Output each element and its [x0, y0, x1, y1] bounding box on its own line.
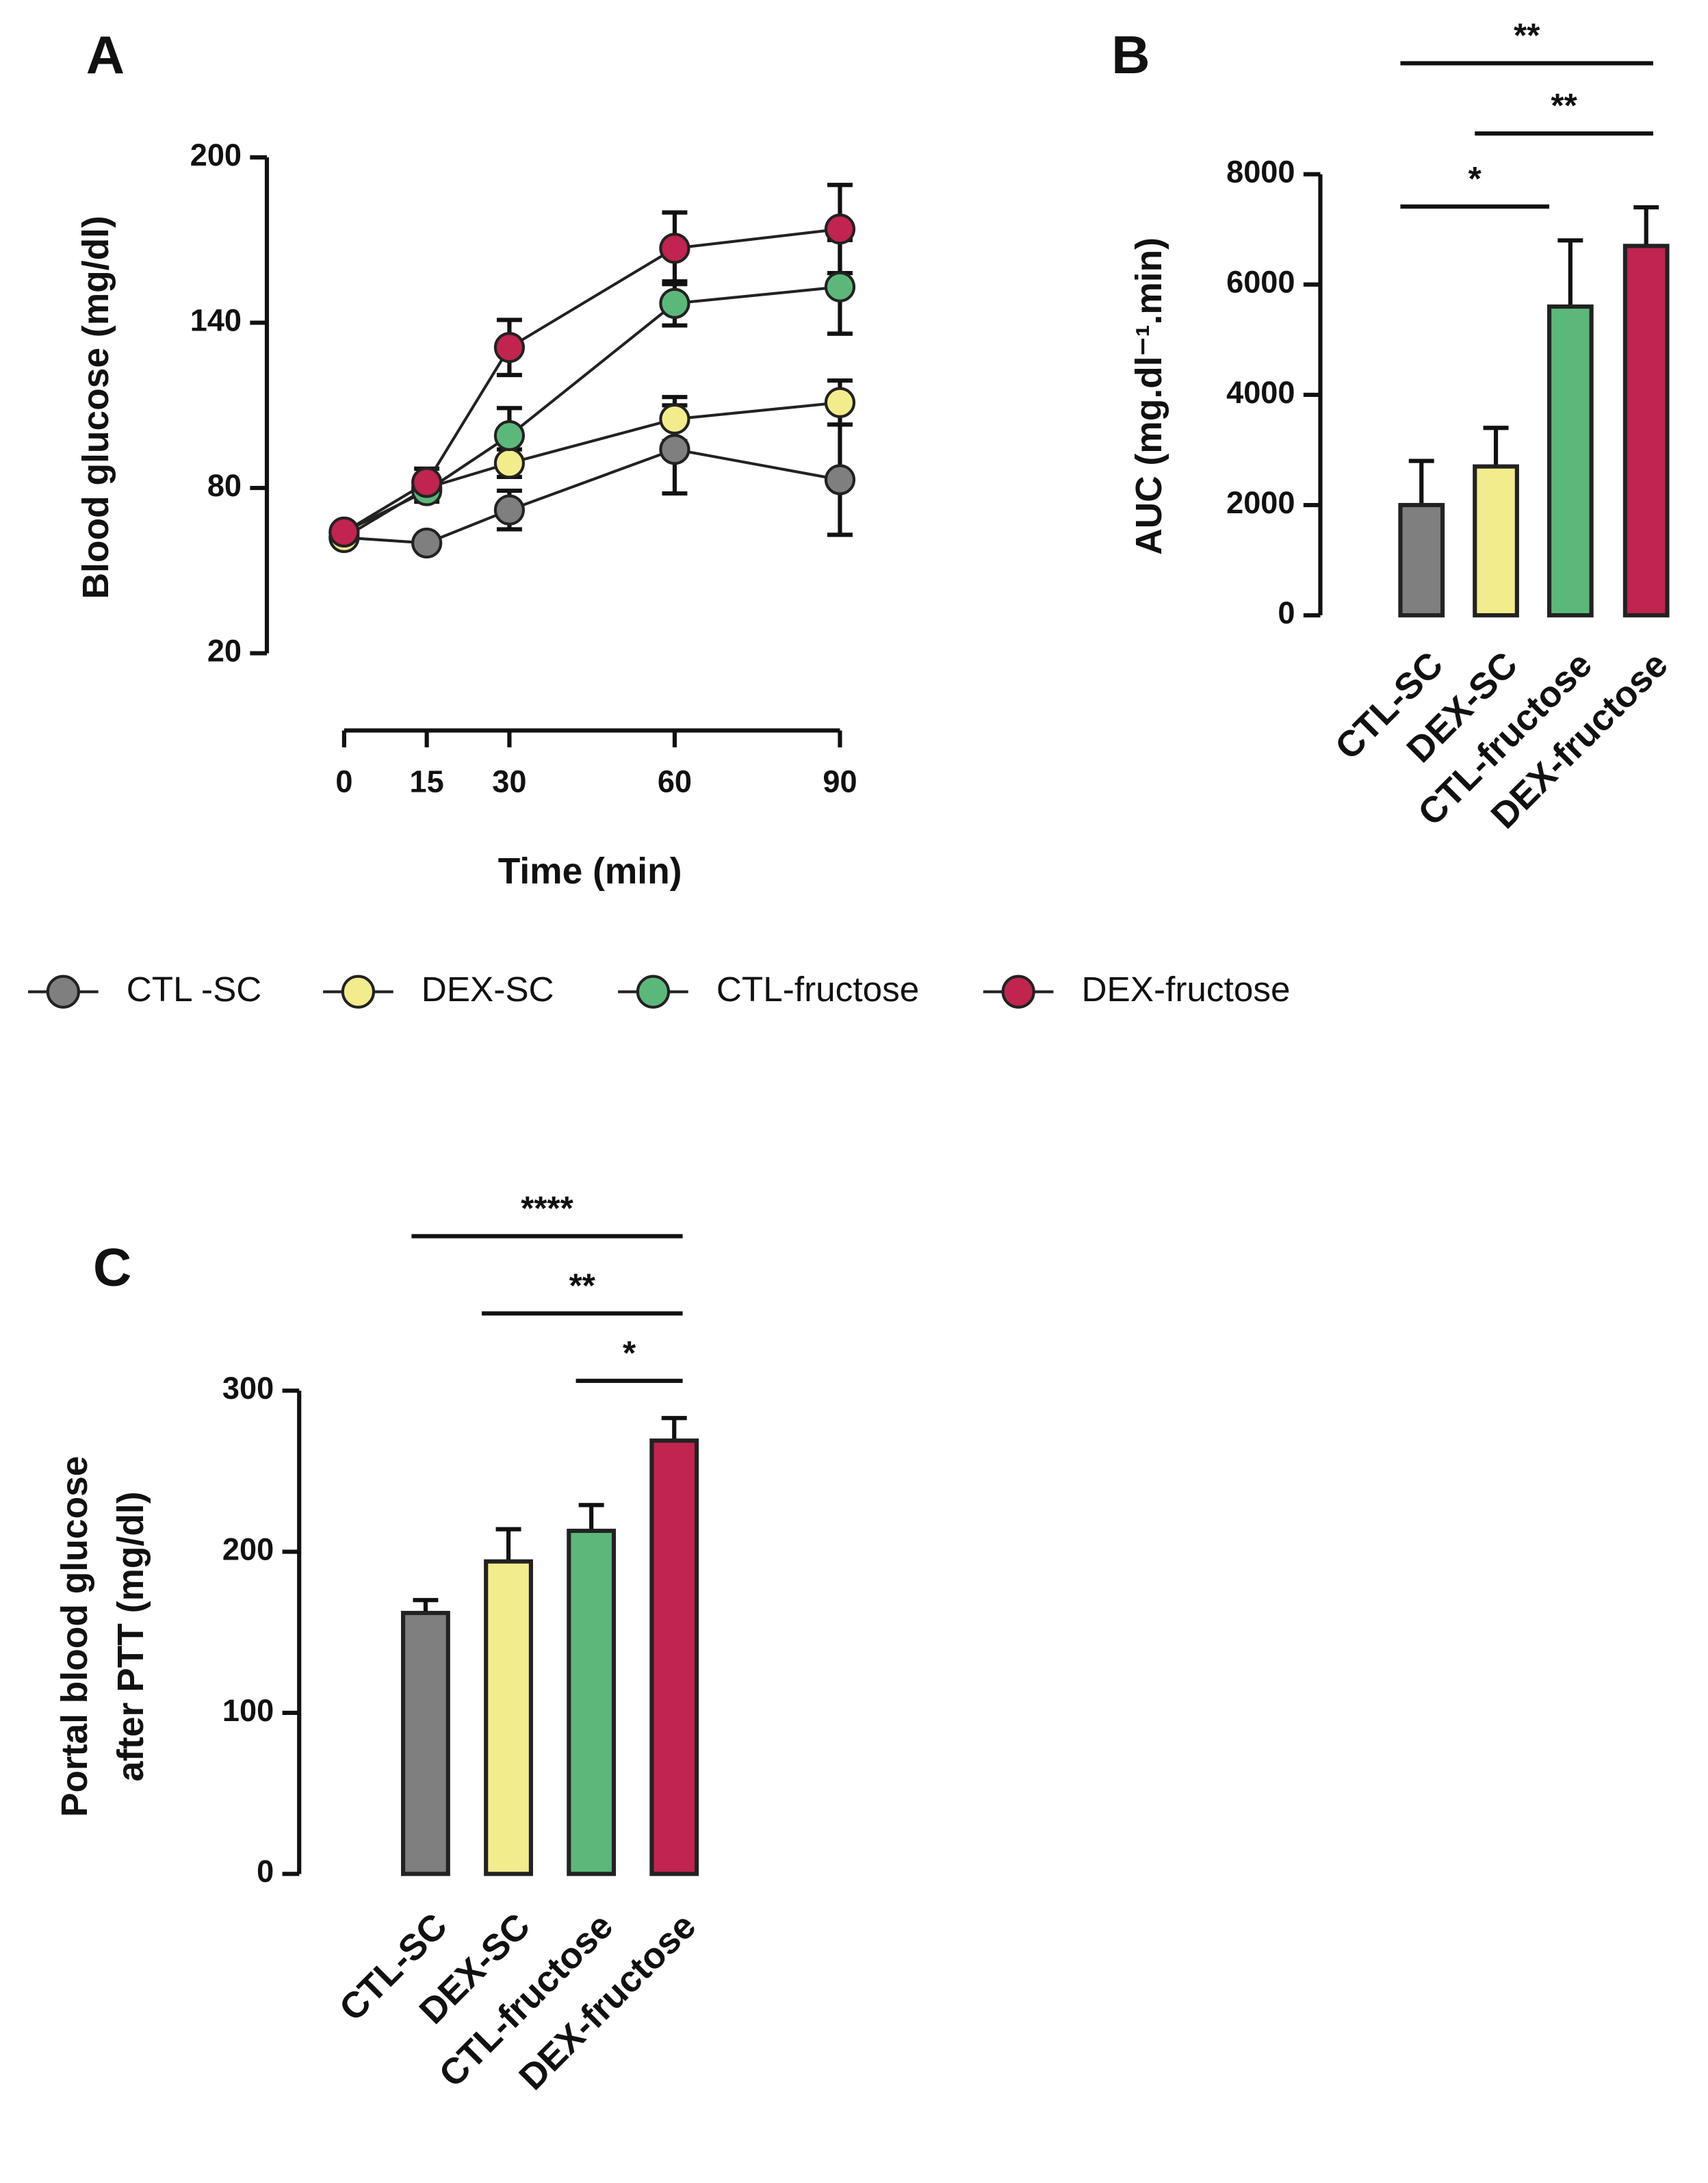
x-tick-label: 30	[492, 764, 526, 799]
data-point	[659, 434, 690, 465]
significance-label: *	[623, 1334, 636, 1372]
y-tick-label: 8000	[1226, 155, 1295, 190]
panel-label: A	[86, 25, 125, 85]
significance-label: **	[1514, 17, 1540, 55]
legend-marker	[46, 974, 81, 1009]
data-point	[328, 516, 360, 548]
bar	[567, 1528, 617, 1876]
y-tick-label: 6000	[1226, 265, 1295, 300]
legend-marker	[341, 974, 376, 1009]
y-axis-label: Blood glucose (mg/dl)	[76, 216, 116, 599]
data-point	[659, 233, 690, 264]
y-tick-label: 4000	[1226, 375, 1295, 410]
y-axis-label: AUC (mg.dl⁻¹.min)	[1129, 237, 1169, 555]
panel-label: B	[1111, 25, 1150, 85]
significance-label: ****	[521, 1189, 573, 1227]
data-point	[824, 271, 856, 302]
data-point	[493, 419, 525, 452]
legend-label: DEX-fructose	[1082, 970, 1291, 1009]
data-point	[824, 214, 856, 245]
y-tick-label: 200	[222, 1532, 274, 1567]
data-point	[411, 467, 443, 498]
data-point	[493, 332, 525, 363]
x-tick-label: 60	[658, 764, 692, 799]
data-point	[659, 403, 690, 435]
y-axis-label: after PTT (mg/dl)	[111, 1491, 151, 1781]
x-axis-label: Time (min)	[498, 851, 682, 892]
bar	[1547, 304, 1594, 618]
bar	[649, 1438, 699, 1876]
legend-label: DEX-SC	[422, 970, 554, 1009]
y-tick-label: 0	[1278, 595, 1295, 630]
data-point	[824, 464, 856, 495]
legend-label: CTL -SC	[127, 970, 262, 1009]
y-tick-label: 80	[207, 468, 242, 503]
data-point	[659, 287, 690, 319]
y-tick-label: 20	[207, 634, 242, 669]
legend-label: CTL-fructose	[716, 970, 919, 1009]
y-axis-label: Portal blood glucose	[55, 1456, 95, 1818]
y-tick-label: 0	[257, 1854, 274, 1889]
bar	[1398, 502, 1445, 618]
significance-label: **	[1551, 87, 1577, 125]
x-tick-label: 0	[335, 764, 352, 799]
y-tick-label: 140	[190, 302, 242, 337]
bar	[1622, 244, 1670, 618]
panel-label: C	[93, 1237, 131, 1297]
y-tick-label: 300	[222, 1371, 274, 1406]
data-point	[411, 527, 443, 559]
data-point	[493, 448, 525, 479]
bar	[1473, 464, 1519, 618]
data-point	[493, 494, 525, 526]
x-tick-label: 90	[823, 764, 857, 799]
y-tick-label: 2000	[1226, 485, 1295, 520]
y-tick-label: 100	[222, 1693, 274, 1728]
legend-marker	[636, 974, 671, 1009]
data-point	[824, 387, 856, 418]
significance-label: **	[569, 1267, 596, 1304]
bar	[401, 1610, 450, 1876]
significance-label: *	[1468, 160, 1482, 198]
bar	[484, 1559, 533, 1876]
legend-marker	[1001, 974, 1035, 1009]
x-tick-label: 15	[410, 764, 444, 799]
y-tick-label: 200	[190, 138, 242, 172]
